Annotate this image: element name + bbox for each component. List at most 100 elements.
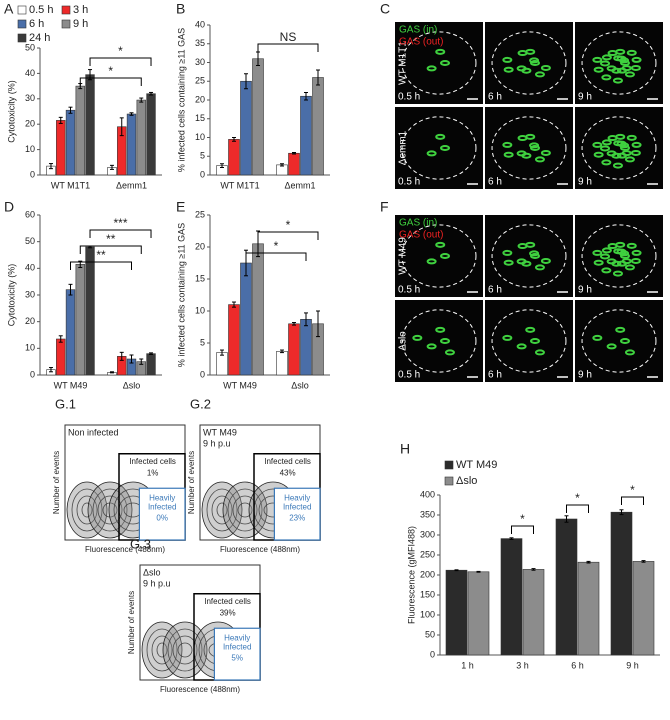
panel-label: G.3 xyxy=(130,536,151,551)
error-bar xyxy=(48,163,53,170)
legend-swatch xyxy=(17,33,27,43)
annotation: * xyxy=(630,483,635,497)
legend-label: 3 h xyxy=(73,4,88,16)
bacteria xyxy=(521,67,532,74)
y-tick-label: 350 xyxy=(420,509,435,519)
bacteria xyxy=(435,241,446,248)
bacteria xyxy=(612,162,623,169)
time-label: 6 h xyxy=(488,285,502,296)
error-bar xyxy=(220,163,224,168)
annotation: ** xyxy=(96,248,106,262)
bacteria xyxy=(426,258,437,265)
bacteria xyxy=(611,260,622,267)
bacteria xyxy=(601,139,612,146)
bacteria xyxy=(502,56,513,63)
bracket xyxy=(79,77,142,86)
bacteria xyxy=(534,349,545,356)
y-tick-label: 25 xyxy=(195,209,205,219)
x-axis-label: Fluorescence (488nm) xyxy=(160,685,240,694)
bar xyxy=(610,511,633,656)
panel-label: A xyxy=(4,1,14,17)
error-bar xyxy=(292,152,296,155)
bacteria xyxy=(534,71,545,78)
y-tick-label: 250 xyxy=(420,549,435,559)
bacteria xyxy=(621,65,632,72)
bar xyxy=(75,264,85,376)
bar xyxy=(445,569,468,656)
x-tick-label: WT M1T1 xyxy=(220,180,259,190)
gate2-value: 5% xyxy=(231,654,243,663)
bacteria xyxy=(516,343,527,350)
bacteria xyxy=(607,50,618,57)
bacteria xyxy=(529,142,540,149)
time-label: 9 h xyxy=(578,370,592,381)
y-tick-label: 25 xyxy=(195,76,205,86)
error-bar xyxy=(619,509,624,516)
y-axis-label: Number of events xyxy=(187,451,196,514)
bacteria xyxy=(620,338,630,344)
micrograph xyxy=(485,22,573,104)
cell-outline xyxy=(401,309,477,373)
density-contour xyxy=(162,621,208,679)
legend-out: GAS (out) xyxy=(399,37,443,48)
density-contour xyxy=(237,502,253,518)
annotation: * xyxy=(575,491,580,505)
gate-heavy xyxy=(273,487,321,541)
bar xyxy=(85,74,95,176)
panel-label: F xyxy=(380,199,389,215)
error-bar xyxy=(304,312,308,327)
bacteria xyxy=(601,247,612,254)
y-tick-label: 300 xyxy=(420,529,435,539)
y-tick-label: 40 xyxy=(25,263,35,273)
error-bar xyxy=(68,106,73,114)
bacteria xyxy=(540,257,551,264)
density-contour xyxy=(222,481,268,539)
bar xyxy=(500,538,523,656)
bacteria xyxy=(631,249,642,256)
bracket xyxy=(511,525,534,534)
bacteria xyxy=(630,64,641,71)
x-axis-label: Fluorescence (488nm) xyxy=(220,545,300,554)
bar xyxy=(300,319,312,376)
y-tick-label: 40 xyxy=(25,68,35,78)
y-tick-label: 5 xyxy=(200,337,205,347)
density-contour xyxy=(97,495,123,525)
x-tick-label: 1 h xyxy=(461,660,474,670)
density-contour xyxy=(71,488,103,532)
bar xyxy=(240,80,252,176)
time-label: 0.5 h xyxy=(398,177,420,188)
bracket xyxy=(621,496,644,505)
density-contour xyxy=(151,635,173,665)
bar xyxy=(288,152,300,176)
x-axis-label: Fluorescence (488nm) xyxy=(85,545,165,554)
bar xyxy=(252,243,264,376)
bacteria xyxy=(435,326,446,333)
bacteria xyxy=(601,159,612,166)
error-bar xyxy=(304,92,308,101)
y-tick-label: 0 xyxy=(200,369,205,379)
error-bar xyxy=(531,568,536,571)
gate2-label: Heavily xyxy=(284,494,310,503)
bar xyxy=(555,518,578,656)
bacteria xyxy=(440,145,450,151)
bar xyxy=(85,246,95,376)
error-bar xyxy=(280,349,284,354)
bacteria xyxy=(503,259,514,266)
micrograph xyxy=(575,22,663,104)
bar xyxy=(522,569,545,656)
x-tick-label: WT M49 xyxy=(223,380,257,390)
micrograph xyxy=(395,107,483,189)
density-contour xyxy=(177,642,193,658)
legend-label: Δslo xyxy=(456,475,477,487)
error-bar xyxy=(641,560,646,563)
density-contour xyxy=(232,495,258,525)
row-label: WT M49 xyxy=(398,237,409,275)
bar xyxy=(577,561,600,656)
bacteria xyxy=(534,156,545,163)
bacteria xyxy=(426,343,437,350)
bacteria xyxy=(517,50,528,57)
bacteria xyxy=(600,60,611,67)
time-label: 9 h xyxy=(578,285,592,296)
micrograph xyxy=(395,215,483,297)
bar xyxy=(65,289,76,376)
